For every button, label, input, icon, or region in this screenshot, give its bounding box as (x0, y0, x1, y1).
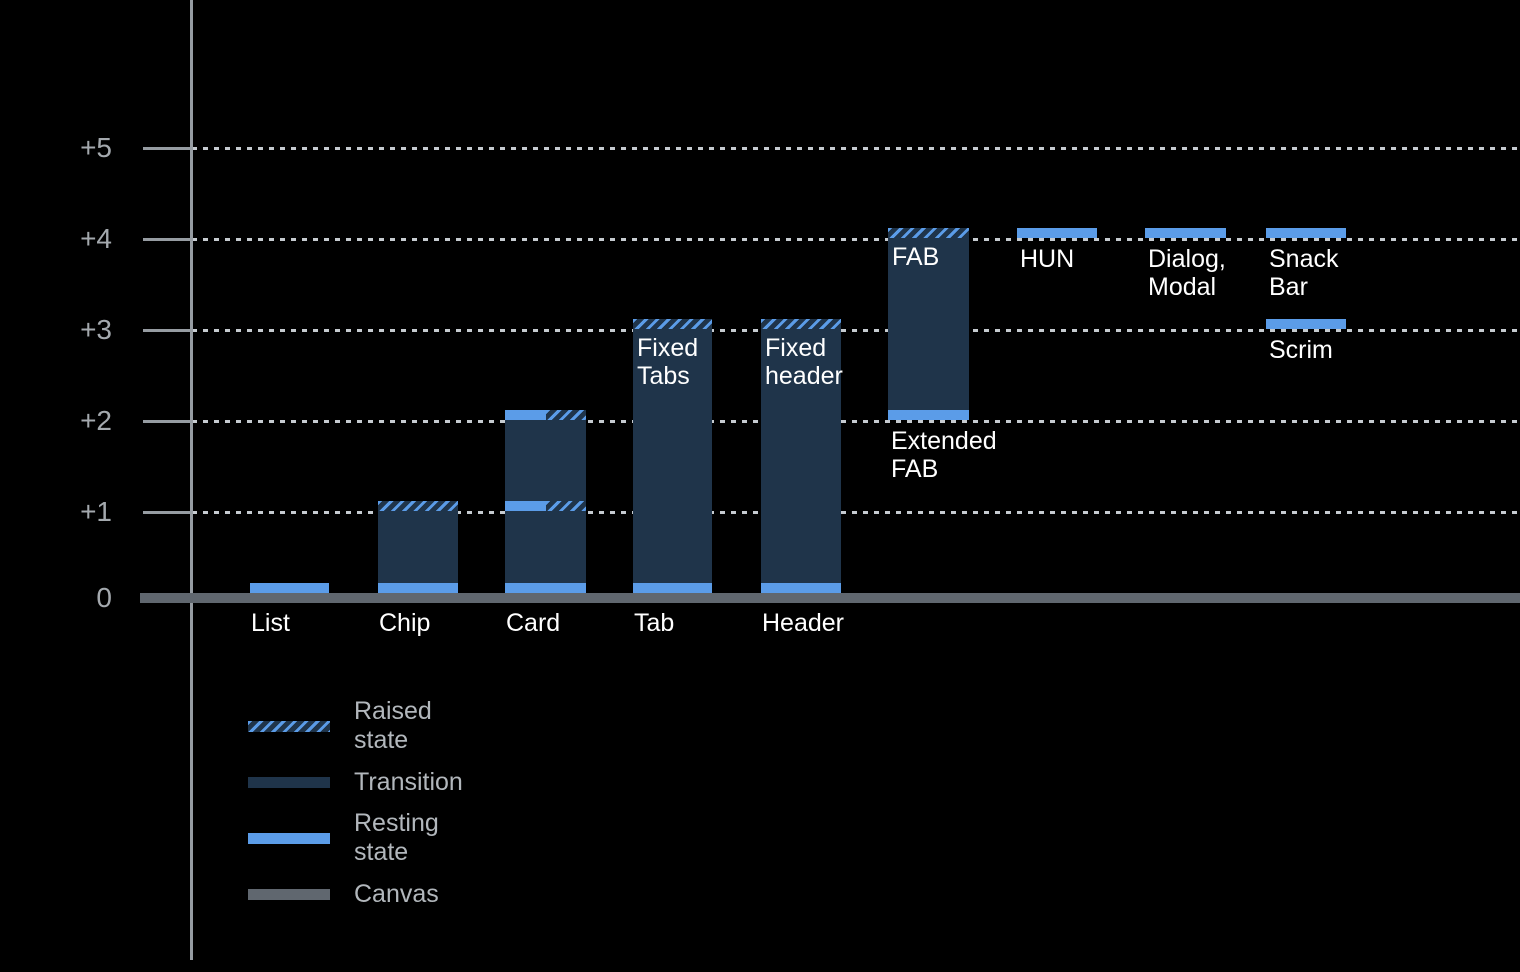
y-tick-line (143, 420, 190, 423)
legend-label-canvas: Canvas (354, 879, 439, 908)
bar-tab-resting-segment (633, 583, 712, 593)
bar-fab-raised-segment (888, 228, 969, 238)
legend-label-resting: Resting state (354, 809, 439, 866)
gridline-dotted (192, 420, 1520, 423)
component-label-below-hun: HUN (1020, 245, 1075, 273)
component-label-fab: FAB (892, 243, 940, 271)
bar-card-raised-segment (545, 501, 586, 511)
bar-card-resting-segment (505, 410, 546, 420)
category-label-list: List (251, 609, 290, 637)
category-label-chip: Chip (379, 609, 431, 637)
y-tick-label-2: +2 (80, 405, 112, 436)
component-label-below-scrim: Scrim (1269, 336, 1333, 364)
bar-chip-raised-segment (378, 501, 458, 511)
category-label-tab: Tab (634, 609, 675, 637)
bar-hun-resting-segment (1017, 228, 1097, 238)
bar-card-resting-segment (505, 501, 546, 511)
bar-snack-bar-resting-segment (1266, 228, 1346, 238)
bar-fab-transition-segment (888, 238, 969, 410)
y-tick-label-0: 0 (96, 582, 112, 613)
bar-fab-resting-segment (888, 410, 969, 420)
legend-swatch-resting (248, 832, 330, 844)
component-label-header: Fixed header (765, 334, 843, 390)
bar-card-transition-segment (505, 420, 586, 501)
bar-chip-resting-segment (378, 583, 458, 593)
y-tick-label-3: +3 (80, 314, 112, 345)
legend-row-transition: Transition (248, 766, 463, 798)
legend-label-transition: Transition (354, 767, 463, 796)
gridline-dotted (192, 238, 1520, 241)
y-axis-line (190, 0, 193, 960)
bar-header-transition-segment (761, 329, 841, 583)
y-tick-label-1: +1 (80, 496, 112, 527)
bar-tab-raised-segment (633, 319, 712, 329)
bar-tab-transition-segment (633, 329, 712, 583)
canvas-line (140, 593, 1520, 603)
y-tick-label-4: +4 (80, 223, 112, 254)
legend-row-canvas: Canvas (248, 878, 439, 910)
category-label-header: Header (762, 609, 844, 637)
bar-header-raised-segment (761, 319, 841, 329)
legend-swatch-canvas (248, 888, 330, 900)
y-tick-line (143, 238, 190, 241)
y-tick-line (143, 147, 190, 150)
legend-row-raised: Raised state (248, 697, 432, 754)
bar-scrim-resting-segment (1266, 319, 1346, 329)
bar-card-resting-segment (505, 583, 586, 593)
legend-row-resting: Resting state (248, 809, 439, 866)
y-tick-line (143, 511, 190, 514)
y-tick-label-5: +5 (80, 132, 112, 163)
category-label-card: Card (506, 609, 561, 637)
legend-label-raised: Raised state (354, 697, 432, 754)
component-label-below-snack-bar: Snack Bar (1269, 245, 1339, 301)
bar-list-resting-segment (250, 583, 329, 593)
bar-card-transition-segment (505, 511, 586, 583)
bar-card-raised-segment (545, 410, 586, 420)
gridline-dotted (192, 147, 1520, 150)
legend-swatch-transition (248, 776, 330, 788)
bar-chip-transition-segment (378, 511, 458, 583)
bar-dialog-modal-resting-segment (1145, 228, 1226, 238)
y-tick-line (143, 329, 190, 332)
component-label-tab: Fixed Tabs (637, 334, 699, 390)
gridline-dotted (192, 511, 1520, 514)
gridline-dotted (192, 329, 1520, 332)
legend-swatch-raised (248, 720, 330, 732)
bar-header-resting-segment (761, 583, 841, 593)
component-label-below-dialog-modal: Dialog, Modal (1148, 245, 1226, 301)
component-label-below-fab: Extended FAB (891, 427, 997, 483)
